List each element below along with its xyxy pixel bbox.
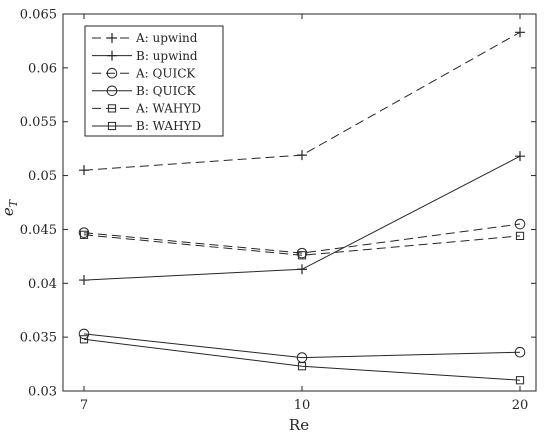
series-1 (79, 151, 525, 286)
legend-label: A: WAHYD (135, 102, 201, 116)
y-tick-label: 0.05 (28, 169, 57, 184)
legend-label: B: WAHYD (136, 119, 201, 133)
legend-marker (107, 50, 117, 61)
data-point (515, 376, 525, 385)
data-point (514, 218, 526, 230)
data-point (514, 346, 526, 358)
legend-entry: A: upwind (92, 31, 198, 45)
legend-entry: B: upwind (92, 49, 198, 63)
data-point (297, 362, 307, 371)
legend-marker (107, 33, 117, 43)
legend-label: A: upwind (135, 31, 198, 45)
y-tick-label: 0.055 (20, 115, 57, 130)
legend-label: B: upwind (136, 49, 198, 63)
data-point (296, 247, 308, 259)
legend-marker (107, 104, 117, 113)
y-tick-label: 0.045 (20, 223, 57, 238)
y-tick-label: 0.035 (20, 331, 57, 346)
legend-marker (107, 121, 117, 131)
series-2 (78, 218, 526, 259)
data-point (79, 335, 89, 344)
series-5 (79, 335, 525, 385)
x-tick-label: 20 (512, 398, 529, 413)
legend-label: A: QUICK (135, 66, 196, 80)
data-point (297, 264, 307, 275)
axis-ticks: 7 10 20 0.03 0.035 0.04 0.045 0.05 0.055 0.06 0.06… (20, 8, 536, 413)
data-point (79, 275, 89, 286)
y-axis-label: eT (0, 198, 20, 216)
y-tick-label: 0.04 (28, 277, 57, 292)
legend-entry: B: WAHYD (92, 119, 201, 133)
data-point (515, 151, 525, 162)
y-tick-label: 0.065 (20, 8, 57, 23)
series-line (83, 234, 521, 256)
data-point (515, 27, 525, 38)
legend-label: B: QUICK (136, 84, 197, 98)
legend-entry: A: WAHYD (92, 102, 201, 116)
y-axis-label-subscript: T (7, 198, 20, 207)
legend-entry: B: QUICK (92, 84, 197, 98)
series-4 (79, 230, 525, 260)
data-point (78, 227, 90, 238)
series-3 (78, 328, 526, 363)
series-layer (78, 27, 526, 385)
data-point (78, 328, 90, 340)
data-point (515, 231, 525, 240)
legend-marker (106, 67, 118, 79)
series-line (83, 333, 521, 359)
legend: A: upwind B: upwind A: QUICK B: QUICK A: WAH… (84, 25, 224, 137)
y-tick-label: 0.06 (28, 61, 57, 76)
legend-box (84, 25, 224, 137)
x-axis-label: Re (289, 416, 309, 434)
series-line (83, 223, 521, 254)
data-point (297, 251, 307, 260)
series-0 (79, 27, 525, 176)
x-tick-label: 7 (80, 398, 88, 413)
series-line (83, 338, 521, 381)
y-axis-label-main: e (0, 207, 17, 216)
x-tick-label: 10 (294, 398, 311, 413)
data-point (297, 150, 307, 161)
legend-marker (106, 85, 118, 97)
legend-entry: A: QUICK (92, 66, 196, 80)
data-point (79, 230, 89, 239)
y-tick-label: 0.03 (28, 385, 57, 400)
data-point (79, 165, 89, 176)
